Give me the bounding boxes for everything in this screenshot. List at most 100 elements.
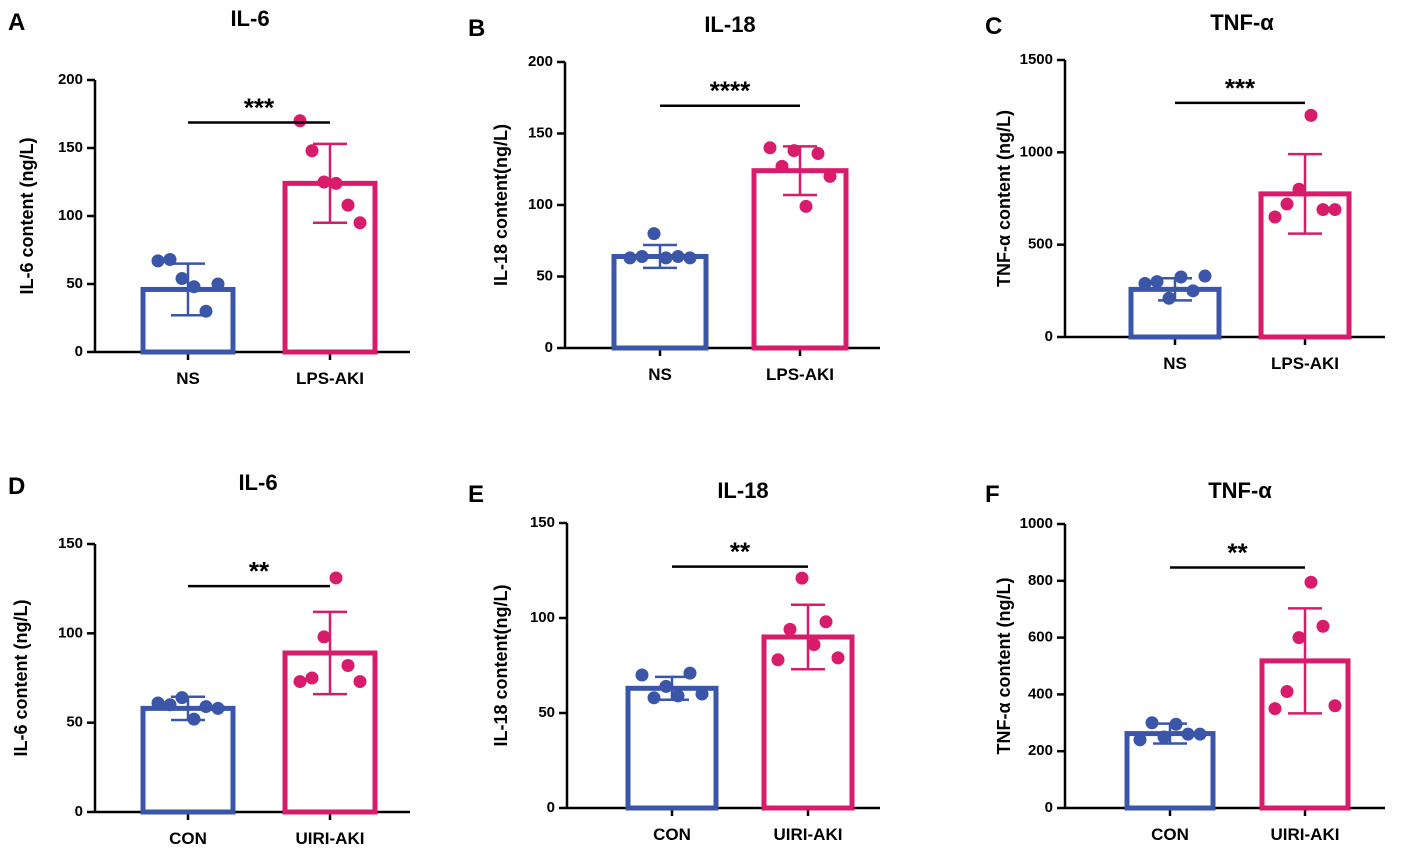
chart-title: IL-6 [238, 470, 277, 495]
data-point [1268, 210, 1282, 224]
category-label: UIRI-AKI [774, 825, 843, 844]
panel-letter: A [8, 9, 25, 36]
chart-panel-d: D IL-6 IL-6 content (ng/L) 0 50 100 150 CON UIRI… [8, 470, 410, 848]
data-point [787, 144, 801, 158]
data-point [1181, 727, 1195, 741]
data-point [1328, 699, 1342, 713]
data-point [763, 141, 777, 155]
category-label: CON [169, 829, 207, 848]
data-point [1280, 197, 1294, 211]
data-point [187, 712, 201, 726]
data-point [175, 272, 189, 286]
data-point [671, 249, 685, 263]
panel-letter: E [468, 481, 484, 508]
data-point [317, 630, 331, 644]
data-point [799, 199, 813, 213]
y-tick-label: 1500 [1020, 51, 1053, 68]
data-point [1316, 619, 1330, 633]
data-point [807, 638, 821, 652]
category-label: LPS-AKI [766, 365, 834, 384]
data-point [1157, 730, 1171, 744]
data-point [1133, 733, 1147, 747]
y-tick-label: 100 [58, 207, 83, 224]
y-tick-label: 50 [538, 704, 555, 721]
significance-label: ** [1227, 538, 1248, 568]
data-point [819, 615, 833, 629]
data-point [163, 253, 177, 267]
data-point [659, 251, 673, 265]
y-axis-label: IL-18 content(ng/L) [491, 585, 511, 747]
panel-letter: D [8, 473, 25, 500]
data-point [659, 679, 673, 693]
y-tick-label: 150 [530, 514, 555, 531]
y-tick-label: 150 [58, 139, 83, 156]
y-tick-label: 200 [528, 53, 553, 70]
category-label: CON [1151, 825, 1189, 844]
data-point [305, 144, 319, 158]
data-point [211, 701, 225, 715]
data-point [187, 280, 201, 294]
category-label: NS [648, 365, 672, 384]
data-point [211, 277, 225, 291]
y-tick-label: 150 [528, 124, 553, 141]
chart-panel-f: F TNF-α TNF-α content (ng/L) 0 200 400 600 800 1… [985, 478, 1385, 844]
data-point [683, 251, 697, 265]
data-point [353, 216, 367, 230]
chart-title: TNF-α [1208, 478, 1272, 503]
y-tick-label: 50 [536, 267, 553, 284]
significance-label: *** [244, 92, 275, 122]
data-point [1186, 284, 1200, 298]
chart-panel-b: B IL-18 IL-18 content(ng/L) 0 50 100 150 200 NS L… [468, 12, 880, 384]
data-point [293, 675, 307, 689]
data-point [635, 668, 649, 682]
data-point [199, 304, 213, 318]
data-point [671, 689, 685, 703]
data-point [1174, 270, 1188, 284]
panel-letter: C [985, 13, 1002, 40]
data-point [647, 227, 661, 241]
data-point [623, 251, 637, 265]
data-point [341, 198, 355, 212]
data-point [329, 571, 343, 585]
data-point [1169, 717, 1183, 731]
y-tick-label: 50 [66, 714, 83, 731]
bar-con [140, 705, 236, 815]
y-tick-label: 600 [1028, 629, 1053, 646]
y-tick-label: 50 [66, 275, 83, 292]
y-tick-label: 1000 [1020, 515, 1053, 532]
category-label: LPS-AKI [296, 369, 364, 388]
data-point [811, 147, 825, 161]
data-point [1268, 702, 1282, 716]
data-point [163, 698, 177, 712]
data-point [305, 671, 319, 685]
chart-panel-e: E IL-18 IL-18 content(ng/L) 0 50 100 150 CON UIR… [468, 478, 880, 844]
category-label: NS [176, 369, 200, 388]
data-point [775, 159, 789, 173]
y-axis-label: IL-6 content (ng/L) [17, 138, 37, 295]
y-tick-label: 150 [58, 535, 83, 552]
category-label: NS [1163, 354, 1187, 373]
y-tick-label: 0 [545, 339, 553, 356]
y-tick-label: 200 [1028, 742, 1053, 759]
data-point [1292, 631, 1306, 645]
data-point [1304, 575, 1318, 589]
data-point [1138, 276, 1152, 290]
y-tick-label: 0 [75, 803, 83, 820]
data-point [151, 254, 165, 268]
y-axis-label: TNF-α content (ng/L) [994, 110, 1014, 287]
bar-con [625, 685, 719, 811]
data-point [1162, 291, 1176, 305]
y-tick-label: 500 [1028, 236, 1053, 253]
y-tick-label: 0 [1045, 799, 1053, 816]
category-label: UIRI-AKI [1271, 825, 1340, 844]
data-point [783, 622, 797, 636]
data-point [329, 176, 343, 190]
data-point [1304, 108, 1318, 122]
data-point [647, 691, 661, 705]
data-point [199, 700, 213, 714]
significance-label: *** [1225, 73, 1256, 103]
panel-letter: B [468, 15, 485, 42]
data-point [293, 114, 307, 128]
y-tick-label: 200 [58, 71, 83, 88]
significance-label: ** [249, 556, 270, 586]
